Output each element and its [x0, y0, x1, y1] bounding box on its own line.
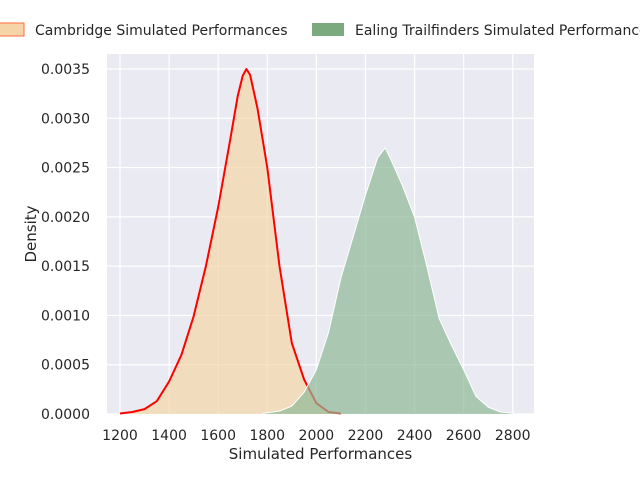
- x-tick-label: 2000: [299, 428, 335, 444]
- x-axis-ticks: 1200 1400 1600 1800 2000 2200 2400 2600 2800: [102, 428, 530, 444]
- density-line-ealing: [262, 147, 516, 414]
- y-tick-label: 0.0010: [41, 308, 90, 324]
- y-tick-label: 0.0030: [41, 111, 90, 127]
- density-areas: [119, 68, 516, 415]
- density-area-ealing: [262, 147, 516, 414]
- plot-background: [107, 54, 534, 414]
- x-tick-label: 1800: [249, 428, 285, 444]
- legend-swatch-cambridge: [0, 22, 25, 37]
- y-axis-label: Density: [22, 205, 40, 262]
- y-tick-label: 0.0020: [41, 210, 90, 226]
- legend-swatch-ealing: [312, 23, 344, 36]
- y-tick-label: 0.0015: [41, 259, 90, 275]
- x-tick-label: 2800: [495, 428, 531, 444]
- legend-label-cambridge: Cambridge Simulated Performances: [35, 23, 288, 39]
- x-tick-label: 2600: [446, 428, 482, 444]
- y-tick-label: 0.0005: [41, 358, 90, 374]
- density-line-cambridge: [119, 68, 342, 415]
- x-tick-label: 2200: [348, 428, 384, 444]
- density-area-cambridge: [120, 69, 341, 414]
- x-tick-label: 1200: [102, 428, 138, 444]
- x-tick-label: 2400: [397, 428, 433, 444]
- legend-label-ealing: Ealing Trailfinders Simulated Performanc…: [355, 23, 640, 39]
- y-tick-label: 0.0025: [41, 161, 90, 177]
- x-tick-label: 1600: [200, 428, 236, 444]
- y-tick-label: 0.0035: [41, 62, 90, 78]
- y-tick-label: 0.0000: [41, 407, 90, 423]
- x-axis-label: Simulated Performances: [229, 445, 413, 463]
- y-axis-ticks: 0.0000 0.0005 0.0010 0.0015 0.0020 0.0025 0.00…: [41, 62, 90, 423]
- x-tick-label: 1400: [151, 428, 187, 444]
- legend: Cambridge Simulated Performances Ealing …: [0, 22, 640, 39]
